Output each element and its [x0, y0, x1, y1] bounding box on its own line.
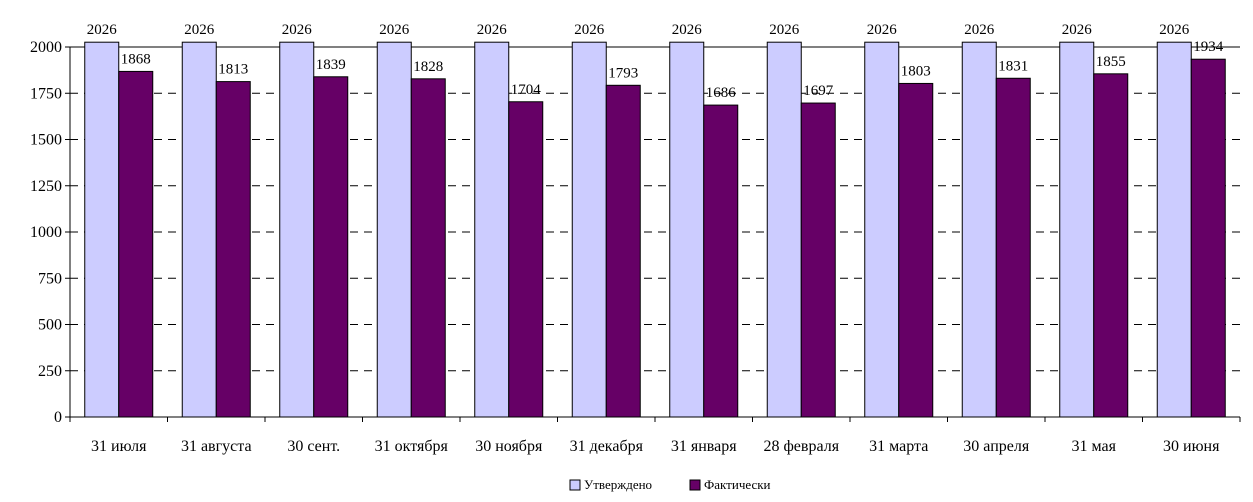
legend-swatch [569, 479, 581, 491]
legend: Утверждено Фактически [569, 477, 771, 492]
x-category-label: 31 июля [91, 438, 147, 455]
x-category-label: 31 января [671, 438, 737, 455]
bar-actual [703, 104, 739, 418]
data-label: 2026 [282, 22, 313, 38]
data-label: 2026 [184, 22, 215, 38]
bar-approved [864, 41, 900, 418]
x-axis-category-labels: 31 июля 31 августа 30 сент. 31 октября 30 но… [91, 438, 1220, 455]
x-category-label: 31 марта [869, 438, 928, 455]
bar-approved [279, 41, 315, 418]
bar-approved [571, 41, 607, 418]
legend-label: Утверждено [584, 477, 652, 492]
data-label: 2026 [574, 22, 605, 38]
bar-actual [410, 78, 446, 418]
y-tick-label: 750 [38, 270, 62, 287]
bar-actual [1093, 73, 1129, 418]
bar-actual [215, 81, 251, 418]
bar-actual [508, 101, 544, 418]
data-label: 2026 [1062, 22, 1093, 38]
data-label: 1831 [998, 58, 1028, 74]
bar-actual [1190, 58, 1226, 418]
data-label: 1697 [803, 83, 834, 99]
bars [84, 41, 1226, 418]
data-label: 1839 [316, 57, 346, 73]
y-tick-label: 1250 [30, 178, 62, 195]
bar-approved [84, 41, 120, 418]
bar-actual [898, 82, 934, 418]
x-category-label: 30 сент. [287, 438, 340, 455]
data-label: 1934 [1193, 39, 1224, 55]
data-label: 2026 [867, 22, 898, 38]
data-label: 1704 [511, 82, 542, 98]
data-label: 2026 [87, 22, 118, 38]
bar-approved [766, 41, 802, 418]
data-label: 1793 [608, 65, 638, 81]
gridlines [70, 46, 1240, 372]
bar-approved [474, 41, 510, 418]
x-category-label: 31 декабря [570, 438, 644, 455]
data-labels: 2026186820261813202618392026182820261704… [87, 22, 1224, 101]
bar-approved [1156, 41, 1192, 418]
x-category-label: 30 ноября [475, 438, 543, 455]
data-label: 1686 [706, 85, 737, 101]
bar-actual [118, 70, 154, 418]
data-label: 1813 [218, 62, 248, 78]
data-label: 2026 [672, 22, 703, 38]
data-label: 2026 [379, 22, 410, 38]
bar-approved [1059, 41, 1095, 418]
x-category-label: 31 августа [181, 438, 252, 455]
x-category-label: 30 апреля [963, 438, 1030, 455]
x-category-label: 31 мая [1072, 438, 1117, 455]
bar-actual [800, 102, 836, 418]
bar-approved [376, 41, 412, 418]
legend-label: Фактически [704, 477, 771, 492]
x-category-label: 28 февраля [763, 438, 839, 455]
bar-actual [605, 84, 641, 418]
y-tick-label: 0 [54, 409, 62, 426]
y-tick-label: 1000 [30, 224, 62, 241]
y-tick-label: 1750 [30, 85, 62, 102]
y-tick-label: 1500 [30, 132, 62, 149]
y-tick-label: 2000 [30, 39, 62, 56]
data-label: 2026 [477, 22, 508, 38]
data-label: 2026 [769, 22, 800, 38]
data-label: 1868 [121, 51, 151, 67]
data-label: 2026 [964, 22, 995, 38]
y-tick-label: 250 [38, 363, 62, 380]
bar-approved [961, 41, 997, 418]
axes [65, 46, 1241, 422]
bar-actual [313, 76, 349, 418]
legend-swatch [689, 479, 701, 491]
bar-actual [995, 77, 1031, 418]
bar-approved [669, 41, 705, 418]
data-label: 1855 [1096, 54, 1126, 70]
x-category-label: 30 июня [1163, 438, 1220, 455]
data-label: 1803 [901, 63, 931, 79]
y-tick-label: 500 [38, 317, 62, 334]
x-category-label: 31 октября [375, 438, 449, 455]
bar-approved [181, 41, 217, 418]
data-label: 2026 [1159, 22, 1190, 38]
y-axis-tick-labels: 0 250 500 750 1000 1250 1500 1750 2000 [30, 39, 62, 426]
data-label: 1828 [413, 59, 443, 75]
